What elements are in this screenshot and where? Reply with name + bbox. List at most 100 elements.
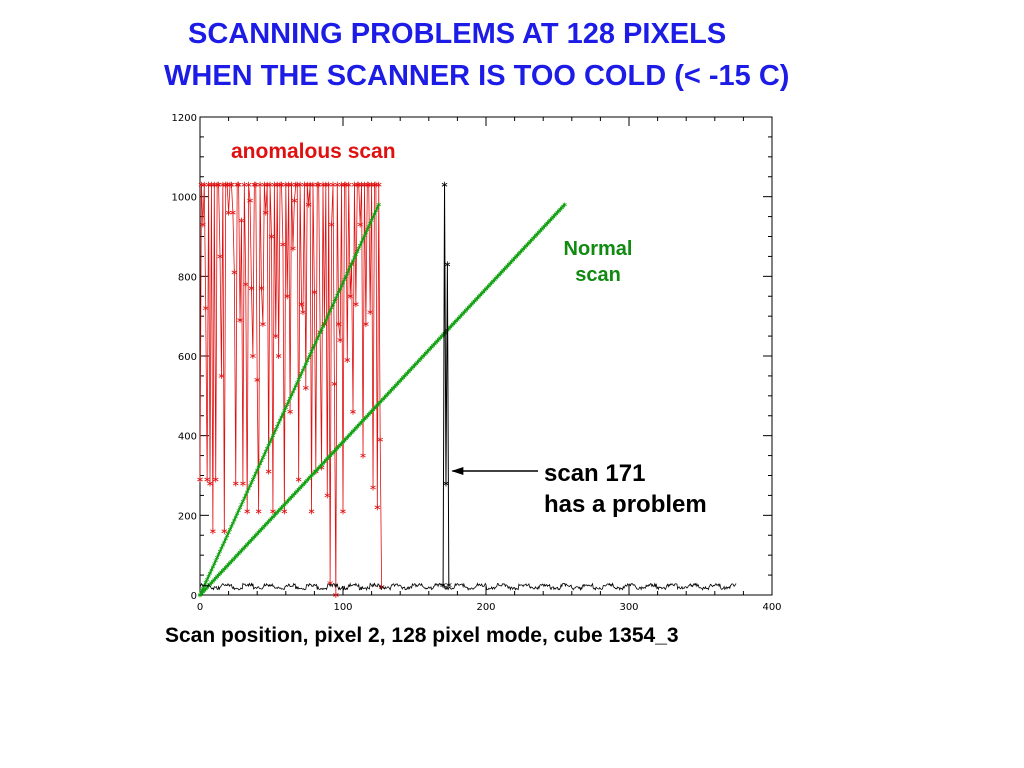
- normal-scan-point-stroke: [330, 451, 336, 455]
- normal-scan-point-stroke: [408, 368, 413, 372]
- fast-scan-point: [265, 446, 270, 451]
- fast-scan-point: [222, 539, 227, 545]
- anomalous-scan-point: [244, 508, 250, 515]
- normal-scan-point-stroke: [456, 316, 461, 320]
- anomalous-scan-point: [261, 181, 268, 188]
- y-tick-label: 0: [191, 591, 197, 602]
- fast-scan-point: [326, 311, 331, 317]
- normal-scan-point-stroke: [356, 423, 361, 427]
- normal-scan-point-stroke: [518, 250, 523, 254]
- normal-scan-point-stroke: [359, 420, 364, 424]
- normal-scan-point-stroke: [531, 236, 536, 240]
- anomalous-scan-point: [303, 384, 309, 391]
- normal-scan-point-stroke: [249, 538, 254, 542]
- fast-scan-point: [207, 570, 213, 576]
- anomalous-scan-point: [220, 181, 226, 188]
- fast-scan-point-stroke: [315, 337, 320, 341]
- anomalous-scan-point-stroke: [334, 182, 341, 187]
- fast-scan-point-stroke: [348, 265, 353, 269]
- fast-scan-point: [212, 561, 217, 566]
- anomalous-scan-point-stroke: [310, 182, 316, 187]
- anomalous-scan-point-stroke: [370, 485, 376, 490]
- fast-scan-point: [225, 533, 230, 538]
- anomalous-scan-point-stroke: [257, 182, 263, 187]
- fast-scan-point-stroke: [210, 565, 215, 569]
- fast-scan-point-stroke: [332, 299, 337, 303]
- fast-scan-point-stroke: [250, 478, 256, 481]
- normal-scan-point-stroke: [295, 489, 300, 493]
- normal-scan-point-stroke: [345, 435, 350, 439]
- anomalous-scan-point-stroke: [375, 182, 382, 187]
- anomalous-scan-point: [345, 181, 352, 188]
- fast-scan-point-stroke: [322, 321, 327, 325]
- fast-scan-point-stroke: [366, 225, 371, 228]
- fast-scan-point-stroke: [323, 318, 328, 322]
- anomalous-scan-point: [335, 321, 342, 328]
- normal-scan-point-stroke: [300, 483, 306, 487]
- anomalous-scan-point-stroke: [315, 182, 322, 187]
- fast-scan-point-stroke: [280, 412, 286, 416]
- fast-scan-point: [342, 277, 347, 282]
- normal-scan-point-stroke: [406, 370, 411, 373]
- fast-scan-point-stroke: [339, 284, 344, 288]
- anomalous-scan-point-stroke: [235, 182, 242, 187]
- normal-scan-point-stroke: [320, 461, 326, 465]
- fast-scan-point-stroke: [225, 534, 230, 538]
- scan-171-point-stroke: [441, 182, 448, 187]
- fast-scan-point: [339, 283, 344, 289]
- fast-scan-point-stroke: [256, 465, 261, 469]
- normal-scan-point-stroke: [368, 411, 373, 415]
- fast-scan-point: [220, 542, 225, 548]
- anomalous-scan-point-stroke: [298, 302, 305, 307]
- fast-scan-point-stroke: [245, 490, 250, 494]
- fast-scan-point-stroke: [363, 231, 368, 235]
- normal-scan-point-stroke: [488, 282, 493, 286]
- normal-scan-point-stroke: [205, 585, 210, 589]
- normal-scan-point-stroke: [549, 216, 554, 220]
- anomalous-scan-point: [283, 181, 289, 188]
- normal-scan-point-stroke: [491, 279, 496, 283]
- fast-scan-point: [319, 327, 324, 332]
- normal-scan-point-stroke: [220, 569, 225, 572]
- fast-scan-point: [316, 333, 321, 338]
- fast-scan-point-stroke: [303, 362, 308, 366]
- anomalous-scan-point-stroke: [221, 529, 228, 534]
- anomalous-scan-point: [344, 356, 351, 363]
- fast-scan-point: [343, 274, 348, 279]
- anomalous-scan-point-stroke: [330, 182, 336, 187]
- fast-scan-point: [263, 449, 268, 454]
- anomalous-scan-point: [225, 209, 232, 216]
- anomalous-scan-point-stroke: [262, 210, 269, 215]
- fast-scan-point-stroke: [313, 340, 318, 344]
- fast-scan-point: [308, 352, 313, 357]
- normal-scan-point-stroke: [385, 393, 390, 396]
- fast-scan-point: [246, 486, 251, 492]
- fast-scan-point-stroke: [325, 315, 330, 319]
- fast-scan-point-stroke: [205, 577, 210, 581]
- normal-scan-point-stroke: [375, 403, 380, 407]
- normal-scan-point-stroke: [471, 301, 476, 305]
- normal-scan-point-stroke: [545, 221, 550, 225]
- fast-scan-point: [280, 411, 286, 417]
- fast-scan-point-stroke: [333, 296, 338, 300]
- fast-scan-point-stroke: [226, 531, 231, 534]
- anomalous-scan-point: [272, 333, 279, 340]
- normal-scan-point-stroke: [400, 376, 406, 380]
- fast-scan-point: [338, 286, 343, 292]
- fast-scan-point-stroke: [215, 556, 220, 559]
- normal-scan-point-stroke: [398, 379, 403, 383]
- normal-scan-point-stroke: [225, 564, 230, 568]
- scan-171-point-stroke: [446, 583, 452, 587]
- normal-scan-point-stroke: [536, 230, 542, 234]
- normal-scan-point-stroke: [319, 463, 324, 467]
- fast-scan-point: [219, 545, 224, 551]
- fast-scan-point-stroke: [257, 462, 263, 466]
- normal-scan-point-stroke: [200, 590, 205, 594]
- normal-scan-point-stroke: [495, 275, 500, 279]
- normal-scan-point-stroke: [413, 362, 419, 366]
- fast-scan-point: [240, 499, 246, 504]
- anomalous-scan-point: [207, 480, 213, 487]
- anomalous-scan-point: [250, 353, 256, 359]
- fast-scan-point-stroke: [217, 549, 223, 553]
- fast-scan-point-stroke: [227, 527, 233, 531]
